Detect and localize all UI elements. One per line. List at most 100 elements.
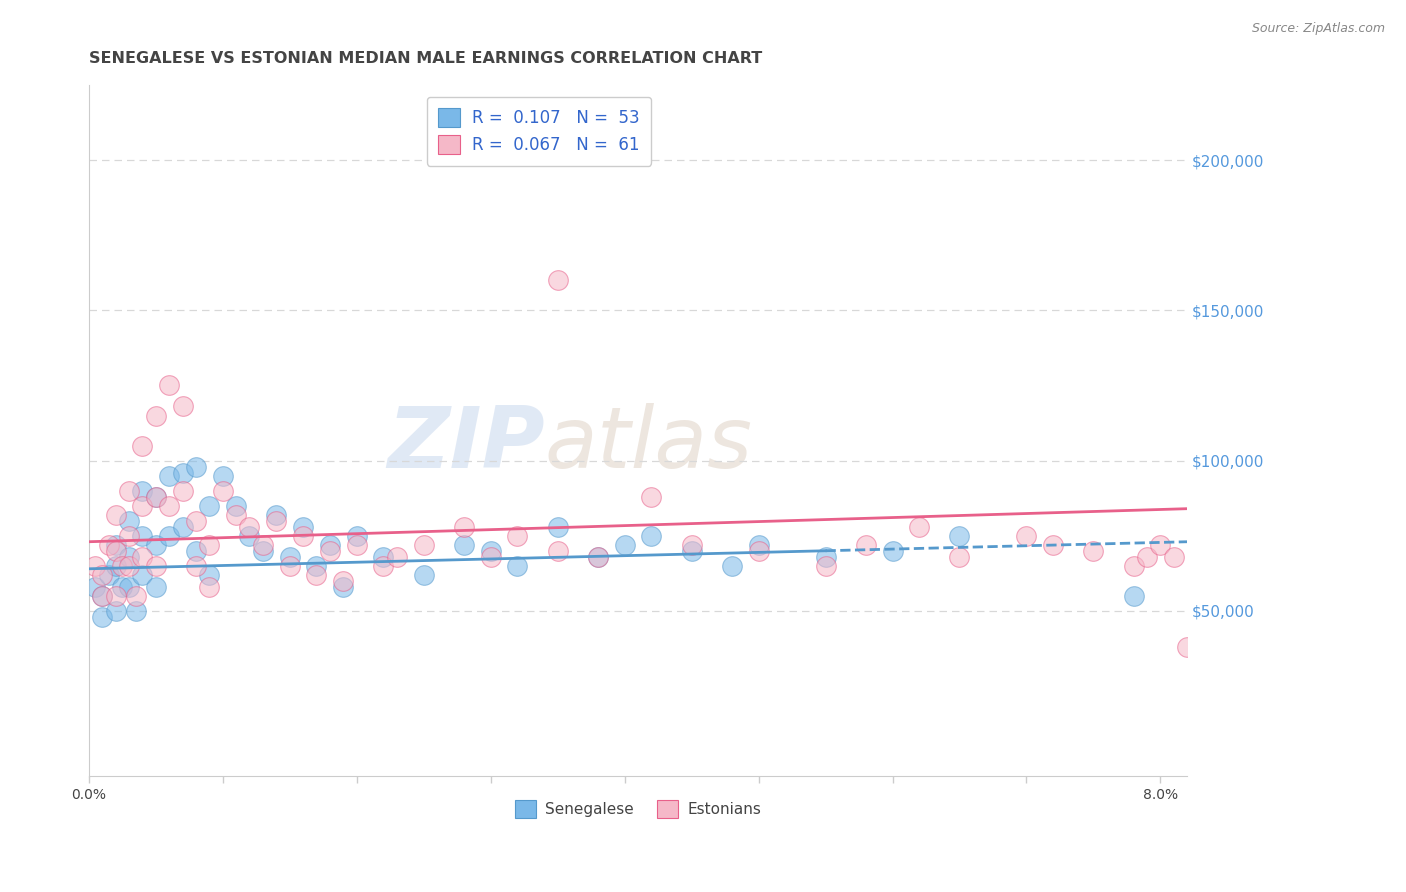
Point xyxy=(145,490,167,504)
Point xyxy=(145,490,167,504)
Point xyxy=(908,519,931,533)
Point xyxy=(84,558,107,573)
Point xyxy=(91,567,114,582)
Point xyxy=(91,589,114,603)
Point xyxy=(1015,529,1038,543)
Point xyxy=(211,483,233,498)
Point xyxy=(225,499,247,513)
Point xyxy=(225,508,247,522)
Point xyxy=(385,549,408,564)
Point xyxy=(586,549,609,564)
Point xyxy=(157,378,180,392)
Point xyxy=(948,549,970,564)
Point xyxy=(131,499,153,513)
Point xyxy=(266,508,288,522)
Point xyxy=(346,538,368,552)
Point xyxy=(145,409,167,423)
Point xyxy=(118,514,141,528)
Point xyxy=(145,580,167,594)
Point xyxy=(184,543,207,558)
Point xyxy=(278,549,301,564)
Text: ZIP: ZIP xyxy=(387,403,544,486)
Point xyxy=(882,543,904,558)
Point xyxy=(104,558,127,573)
Point xyxy=(948,529,970,543)
Point xyxy=(547,273,569,287)
Point xyxy=(681,538,703,552)
Text: Source: ZipAtlas.com: Source: ZipAtlas.com xyxy=(1251,22,1385,36)
Point xyxy=(104,538,127,552)
Point xyxy=(412,538,434,552)
Point xyxy=(97,567,120,582)
Point xyxy=(1136,549,1159,564)
Point xyxy=(157,468,180,483)
Point xyxy=(172,519,194,533)
Point xyxy=(157,529,180,543)
Point xyxy=(118,580,141,594)
Point xyxy=(332,574,354,588)
Point xyxy=(252,538,274,552)
Point xyxy=(252,543,274,558)
Text: atlas: atlas xyxy=(544,403,752,486)
Point xyxy=(278,558,301,573)
Point xyxy=(1083,543,1105,558)
Point xyxy=(1175,640,1198,654)
Point xyxy=(198,567,221,582)
Point xyxy=(104,589,127,603)
Point xyxy=(104,543,127,558)
Point xyxy=(1122,558,1144,573)
Point xyxy=(640,490,662,504)
Point xyxy=(211,468,233,483)
Point xyxy=(506,558,529,573)
Point xyxy=(118,558,141,573)
Point xyxy=(412,567,434,582)
Point xyxy=(91,610,114,624)
Point xyxy=(131,483,153,498)
Point xyxy=(319,538,342,552)
Point xyxy=(305,567,328,582)
Point xyxy=(145,538,167,552)
Point xyxy=(292,519,315,533)
Point xyxy=(613,538,636,552)
Point xyxy=(198,499,221,513)
Point xyxy=(184,558,207,573)
Point xyxy=(586,549,609,564)
Point xyxy=(124,604,146,618)
Point xyxy=(172,466,194,480)
Point xyxy=(131,529,153,543)
Point xyxy=(681,543,703,558)
Point xyxy=(479,549,502,564)
Point xyxy=(748,538,770,552)
Point xyxy=(855,538,877,552)
Point xyxy=(1122,589,1144,603)
Point xyxy=(97,538,120,552)
Point xyxy=(172,483,194,498)
Point xyxy=(453,538,475,552)
Point xyxy=(111,558,134,573)
Point xyxy=(814,549,837,564)
Point xyxy=(506,529,529,543)
Point xyxy=(145,558,167,573)
Point xyxy=(814,558,837,573)
Point xyxy=(266,514,288,528)
Point xyxy=(157,499,180,513)
Point xyxy=(172,400,194,414)
Point xyxy=(640,529,662,543)
Point xyxy=(184,514,207,528)
Point xyxy=(184,459,207,474)
Point xyxy=(373,558,395,573)
Point xyxy=(479,543,502,558)
Point xyxy=(84,580,107,594)
Point xyxy=(1163,549,1185,564)
Point xyxy=(118,483,141,498)
Point xyxy=(198,580,221,594)
Point xyxy=(1149,538,1171,552)
Point xyxy=(720,558,742,573)
Point xyxy=(238,519,260,533)
Point xyxy=(111,580,134,594)
Point xyxy=(1042,538,1064,552)
Point xyxy=(373,549,395,564)
Point xyxy=(238,529,260,543)
Point xyxy=(124,589,146,603)
Point xyxy=(748,543,770,558)
